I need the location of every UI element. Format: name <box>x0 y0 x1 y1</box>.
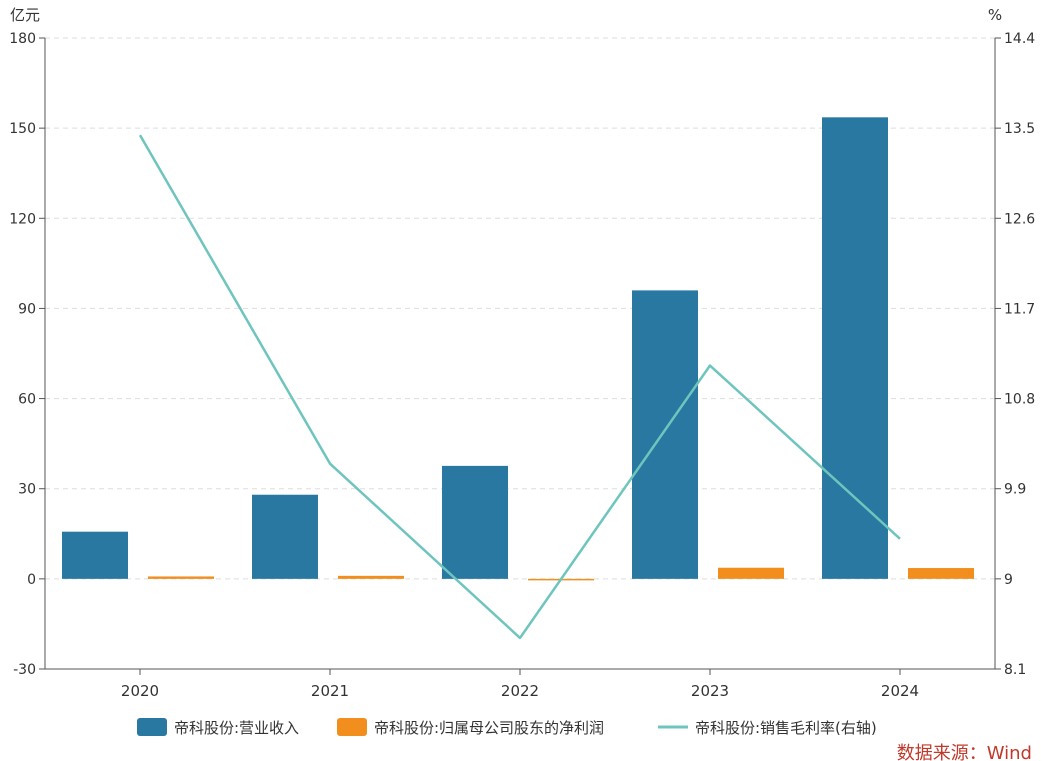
left-tick-label: 150 <box>9 121 36 137</box>
bar-revenue-2024[interactable] <box>822 117 888 579</box>
bar-net-profit-2024[interactable] <box>908 568 974 579</box>
bar-revenue-2023[interactable] <box>632 290 698 579</box>
left-tick-label: -30 <box>13 662 36 678</box>
legend-swatch-1[interactable] <box>337 718 367 736</box>
right-tick-label: 9.9 <box>1004 482 1026 498</box>
legend-label-1: 帝科股份:归属母公司股东的净利润 <box>374 719 604 737</box>
x-tick-label: 2024 <box>881 682 919 700</box>
bar-revenue-2020[interactable] <box>62 531 128 579</box>
bar-net-profit-2020[interactable] <box>148 576 214 579</box>
left-tick-label: 30 <box>18 482 36 498</box>
right-tick-label: 14.4 <box>1004 31 1035 47</box>
left-tick-label: 90 <box>18 301 36 317</box>
left-tick-label: 120 <box>9 211 36 227</box>
right-tick-label: 13.5 <box>1004 121 1035 137</box>
right-tick-label: 12.6 <box>1004 211 1035 227</box>
x-tick-label: 2022 <box>501 682 539 700</box>
left-tick-label: 180 <box>9 31 36 47</box>
source-note: 数据来源：Wind <box>897 743 1032 761</box>
right-axis-unit: % <box>988 6 1002 24</box>
right-tick-label: 8.1 <box>1004 662 1026 678</box>
bar-net-profit-2023[interactable] <box>718 567 784 579</box>
legend-swatch-0[interactable] <box>137 718 167 736</box>
bar-revenue-2022[interactable] <box>442 465 508 579</box>
right-tick-label: 9 <box>1004 572 1013 588</box>
left-tick-label: 0 <box>27 572 36 588</box>
left-tick-label: 60 <box>18 392 36 408</box>
x-tick-label: 2023 <box>691 682 729 700</box>
x-tick-label: 2020 <box>121 682 159 700</box>
legend-label-2: 帝科股份:销售毛利率(右轴) <box>695 719 877 737</box>
right-tick-label: 11.7 <box>1004 301 1035 317</box>
bar-net-profit-2021[interactable] <box>338 575 404 579</box>
legend-label-0: 帝科股份:营业收入 <box>174 719 299 737</box>
x-tick-label: 2021 <box>311 682 349 700</box>
left-axis-unit: 亿元 <box>10 6 40 24</box>
right-tick-label: 10.8 <box>1004 392 1035 408</box>
bar-revenue-2021[interactable] <box>252 494 318 579</box>
